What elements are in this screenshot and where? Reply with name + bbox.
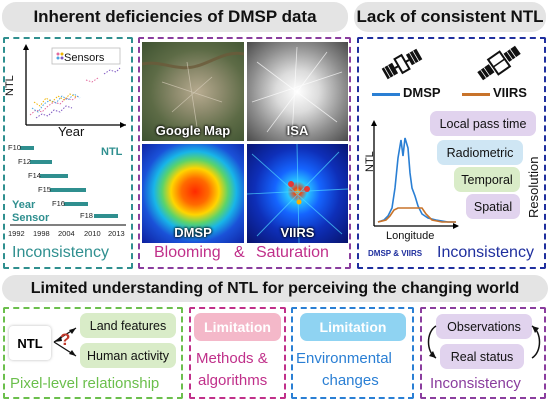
pill-radiometric: Radiometric — [437, 140, 523, 165]
limited-understanding-title: Limited understanding of NTL for perceiv… — [30, 279, 520, 297]
observations-box: Observations — [436, 314, 532, 339]
observation-panel — [420, 307, 546, 399]
blooming-caption: Blooming — [154, 244, 221, 261]
pixel-relationship-panel — [3, 307, 183, 399]
sensor-f10: F10 — [8, 143, 21, 152]
timeline-year-label: Year — [12, 199, 36, 211]
year-2013: 2013 — [108, 229, 125, 238]
resolution-label: Resolution — [526, 156, 541, 218]
profile-x-label: Longitude — [386, 230, 435, 242]
methods-panel — [189, 307, 286, 399]
pill-spatial: Spatial — [466, 194, 520, 219]
environment-panel — [291, 307, 414, 399]
dmsp-legend-label: DMSP — [403, 85, 441, 100]
inconsistency-panel — [3, 37, 133, 269]
year-1998: 1998 — [33, 229, 50, 238]
viirs-profile-line — [377, 207, 456, 223]
environmental-line-2: changes — [322, 372, 379, 389]
viirs-label: VIIRS — [280, 225, 315, 240]
land-features-box: Land features — [80, 313, 176, 338]
blooming-panel — [138, 37, 351, 269]
year-2010: 2010 — [84, 229, 101, 238]
isa-image: ISA — [247, 42, 348, 141]
viirs-image: VIIRS — [247, 144, 348, 243]
sensor-timeline — [10, 146, 126, 226]
bottom-inconsistency-caption: Inconsistency — [430, 375, 521, 392]
chart-y-label: NTL — [4, 75, 16, 96]
viirs-satellite-icon — [477, 45, 521, 81]
dmsp-image: DMSP — [142, 144, 244, 243]
lack-ntl-title: Lack of consistent NTL — [356, 7, 544, 26]
viirs-legend-swatch — [462, 93, 490, 96]
ntl-node: NTL — [9, 326, 51, 360]
pixel-relationship-caption: Pixel-level relationship — [10, 375, 160, 392]
sensor-f15: F15 — [38, 185, 51, 194]
methods-line-1: Methods & — [196, 350, 268, 367]
dmsp-viirs-footnote: DMSP & VIIRS — [368, 249, 423, 258]
ntl-profile-plot — [371, 120, 459, 229]
google-map-label: Google Map — [155, 123, 231, 138]
sensor-series-dots — [29, 67, 121, 119]
left-inconsistency-caption: Inconsistency — [12, 244, 109, 261]
isa-label: ISA — [286, 123, 309, 138]
sensor-f12: F12 — [18, 157, 31, 166]
question-mark: ? — [60, 330, 71, 349]
deficiencies-title: Inherent deficiencies of DMSP data — [33, 7, 317, 26]
chart-legend-label: Sensors — [64, 52, 105, 64]
viirs-legend-label: VIIRS — [493, 85, 527, 100]
year-1992: 1992 — [8, 229, 25, 238]
limitation-environment-badge: Limitation — [300, 313, 406, 341]
dmsp-profile-line — [377, 137, 456, 223]
dmsp-satellite-icon — [381, 48, 423, 80]
sensor-f18: F18 — [80, 211, 93, 220]
methods-line-2: algorithms — [198, 372, 268, 389]
real-status-box: Real status — [440, 344, 524, 369]
limitation-methods-badge: Limitation — [194, 313, 281, 341]
sensor-f16: F16 — [52, 199, 65, 208]
environmental-line-1: Environmental — [296, 350, 392, 367]
sensor-ntl-chart — [23, 44, 126, 128]
dmsp-label: DMSP — [174, 225, 212, 240]
deficiencies-title-banner: Inherent deficiencies of DMSP data — [2, 2, 348, 32]
lack-ntl-panel — [357, 37, 546, 269]
dmsp-legend-swatch — [372, 93, 400, 96]
relationship-arrows — [53, 327, 77, 357]
saturation-caption: Saturation — [256, 244, 329, 261]
limited-understanding-banner: Limited understanding of NTL for perceiv… — [2, 275, 548, 302]
profile-y-label: NTL — [364, 151, 376, 172]
sensor-f14: F14 — [28, 171, 41, 180]
ampersand-caption: & — [234, 244, 245, 261]
year-2004: 2004 — [58, 229, 75, 238]
timeline-sensor-label: Sensor — [12, 212, 50, 224]
lack-ntl-title-banner: Lack of consistent NTL — [354, 2, 546, 32]
pill-temporal: Temporal — [454, 167, 520, 192]
human-activity-box: Human activity — [80, 343, 176, 368]
right-inconsistency-caption: Inconsistency — [437, 244, 534, 261]
chart-x-label: Year — [58, 124, 85, 139]
timeline-ntl-label: NTL — [101, 146, 123, 158]
pill-local-pass-time: Local pass time — [430, 111, 536, 136]
google-map-image: Google Map — [142, 42, 244, 141]
cycle-arrows — [427, 325, 541, 359]
